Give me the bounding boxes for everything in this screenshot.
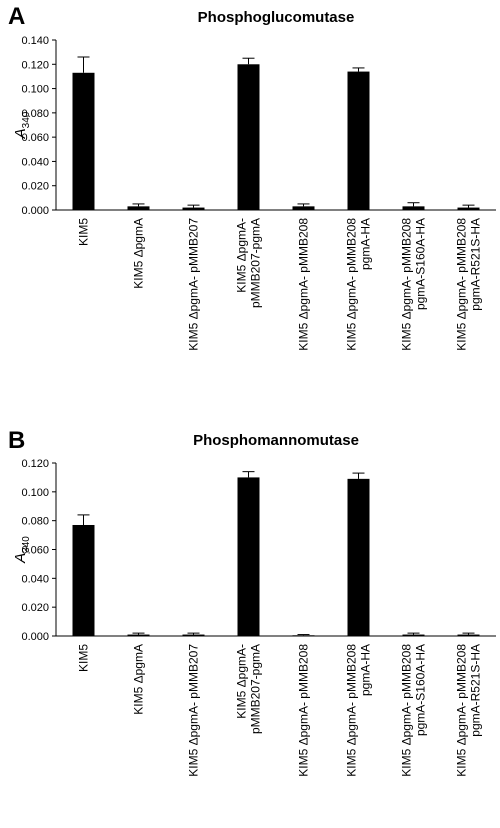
error-bar [77, 514, 90, 525]
y-tick-label: 0.020 [21, 181, 49, 193]
error-bar [132, 203, 145, 207]
x-tick-label-line: KIM5 ΔpgmA- pMMB208 [455, 644, 469, 777]
x-tick-label-line: KIM5 [77, 644, 91, 672]
x-tick-label: KIM5 ΔpgmA- pMMB208 [297, 644, 311, 777]
y-label-main: A [12, 553, 29, 564]
y-tick-label: 0.040 [21, 156, 49, 168]
y-tick-label: 0.060 [21, 132, 49, 144]
x-tick-label-line: KIM5 ΔpgmA- pMMB208 [455, 218, 469, 351]
x-tick-label: KIM5 [77, 644, 91, 672]
bar [402, 206, 425, 210]
error-bar [297, 634, 310, 636]
x-tick-label: KIM5 [77, 218, 91, 246]
x-tick-label-line: pMMB207-pgmA [249, 218, 263, 308]
chart-title: Phosphoglucomutase [198, 9, 355, 26]
x-tick-label-line: KIM5 ΔpgmA- [235, 644, 249, 719]
x-tick-label: KIM5 ΔpgmA- pMMB207 [187, 218, 201, 351]
x-tick-label-line: pgmA-R521S-HA [469, 644, 483, 737]
y-tick-label: 0.100 [21, 487, 49, 499]
error-bar [77, 56, 90, 73]
x-tick-label: KIM5 ΔpgmA-pMMB207-pgmA [235, 218, 263, 308]
bar [292, 206, 315, 210]
bar [402, 634, 425, 636]
error-bar [187, 204, 200, 208]
x-tick-label-line: KIM5 ΔpgmA- [235, 218, 249, 293]
error-bar [187, 632, 200, 635]
error-bar [132, 632, 145, 635]
x-tick-label-line: pgmA-HA [359, 644, 373, 696]
x-tick-label-line: KIM5 ΔpgmA- pMMB207 [187, 218, 201, 351]
x-tick-label-line: pgmA-S160A-HA [414, 644, 428, 736]
x-tick-label-line: KIM5 ΔpgmA- pMMB208 [345, 218, 359, 351]
y-tick-label: 0.000 [21, 205, 49, 217]
y-tick-label: 0.080 [21, 516, 49, 528]
bar [182, 634, 205, 636]
x-tick-label-line: pgmA-HA [359, 218, 373, 270]
bar [292, 635, 315, 636]
panel-label: B [8, 427, 25, 454]
y-tick-label: 0.120 [21, 59, 49, 71]
error-bar [297, 203, 310, 207]
bar [347, 478, 370, 636]
x-tick-label-line: KIM5 ΔpgmA [132, 644, 146, 715]
x-tick-label: KIM5 ΔpgmA- pMMB208pgmA-HA [345, 218, 373, 351]
y-tick-label: 0.000 [21, 631, 49, 643]
error-bar [242, 471, 255, 478]
y-label-sub: 340 [21, 111, 32, 128]
bar [72, 72, 95, 211]
y-tick-label: 0.080 [21, 108, 49, 120]
y-tick-label: 0.100 [21, 84, 49, 96]
bar [457, 634, 480, 636]
y-tick-label: 0.060 [21, 545, 49, 557]
x-tick-label-line: pMMB207-pgmA [249, 644, 263, 734]
bar [457, 207, 480, 210]
x-tick-label: KIM5 ΔpgmA- pMMB207 [187, 644, 201, 777]
x-tick-label: KIM5 ΔpgmA- pMMB208pgmA-R521S-HA [455, 218, 483, 351]
bar [347, 71, 370, 210]
x-tick-label: KIM5 ΔpgmA- pMMB208pgmA-HA [345, 644, 373, 777]
x-tick-label-line: KIM5 ΔpgmA- pMMB208 [400, 218, 414, 351]
y-tick-label: 0.040 [21, 573, 49, 585]
y-label-sub: 340 [21, 536, 32, 553]
error-bar [352, 67, 365, 72]
x-tick-label: KIM5 ΔpgmA- pMMB208pgmA-S160A-HA [400, 218, 428, 351]
error-bar [462, 632, 475, 635]
x-tick-label-line: KIM5 ΔpgmA [132, 218, 146, 289]
y-tick-label: 0.140 [21, 35, 49, 47]
bar [182, 207, 205, 210]
chart-title: Phosphomannomutase [193, 432, 359, 449]
error-bar [407, 202, 420, 207]
x-tick-label-line: pgmA-R521S-HA [469, 218, 483, 311]
x-tick-label: KIM5 ΔpgmA [132, 644, 146, 715]
error-bar [242, 57, 255, 65]
x-tick-label: KIM5 ΔpgmA- pMMB208 [297, 218, 311, 351]
panel-label: A [8, 3, 25, 30]
y-axis-label: A340 [12, 536, 32, 564]
y-axis-label: A340 [12, 111, 32, 139]
y-tick-label: 0.020 [21, 602, 49, 614]
x-tick-label-line: KIM5 ΔpgmA- pMMB208 [297, 644, 311, 777]
bar [237, 64, 260, 211]
error-bar [462, 204, 475, 208]
x-tick-label-line: KIM5 ΔpgmA- pMMB208 [345, 644, 359, 777]
x-tick-label-line: KIM5 ΔpgmA- pMMB208 [400, 644, 414, 777]
y-label-main: A [12, 128, 29, 139]
x-tick-label-line: KIM5 ΔpgmA- pMMB208 [297, 218, 311, 351]
bar [127, 206, 150, 210]
x-tick-label-line: pgmA-S160A-HA [414, 218, 428, 310]
y-tick-label: 0.120 [21, 458, 49, 470]
bar [237, 477, 260, 636]
x-tick-label: KIM5 ΔpgmA- pMMB208pgmA-S160A-HA [400, 644, 428, 777]
error-bar [407, 632, 420, 635]
x-tick-label-line: KIM5 [77, 218, 91, 246]
bar [127, 634, 150, 636]
x-tick-label: KIM5 ΔpgmA- pMMB208pgmA-R521S-HA [455, 644, 483, 777]
x-tick-label: KIM5 ΔpgmA [132, 218, 146, 289]
error-bar [352, 472, 365, 479]
bar [72, 524, 95, 636]
x-tick-label: KIM5 ΔpgmA-pMMB207-pgmA [235, 644, 263, 734]
x-tick-label-line: KIM5 ΔpgmA- pMMB207 [187, 644, 201, 777]
